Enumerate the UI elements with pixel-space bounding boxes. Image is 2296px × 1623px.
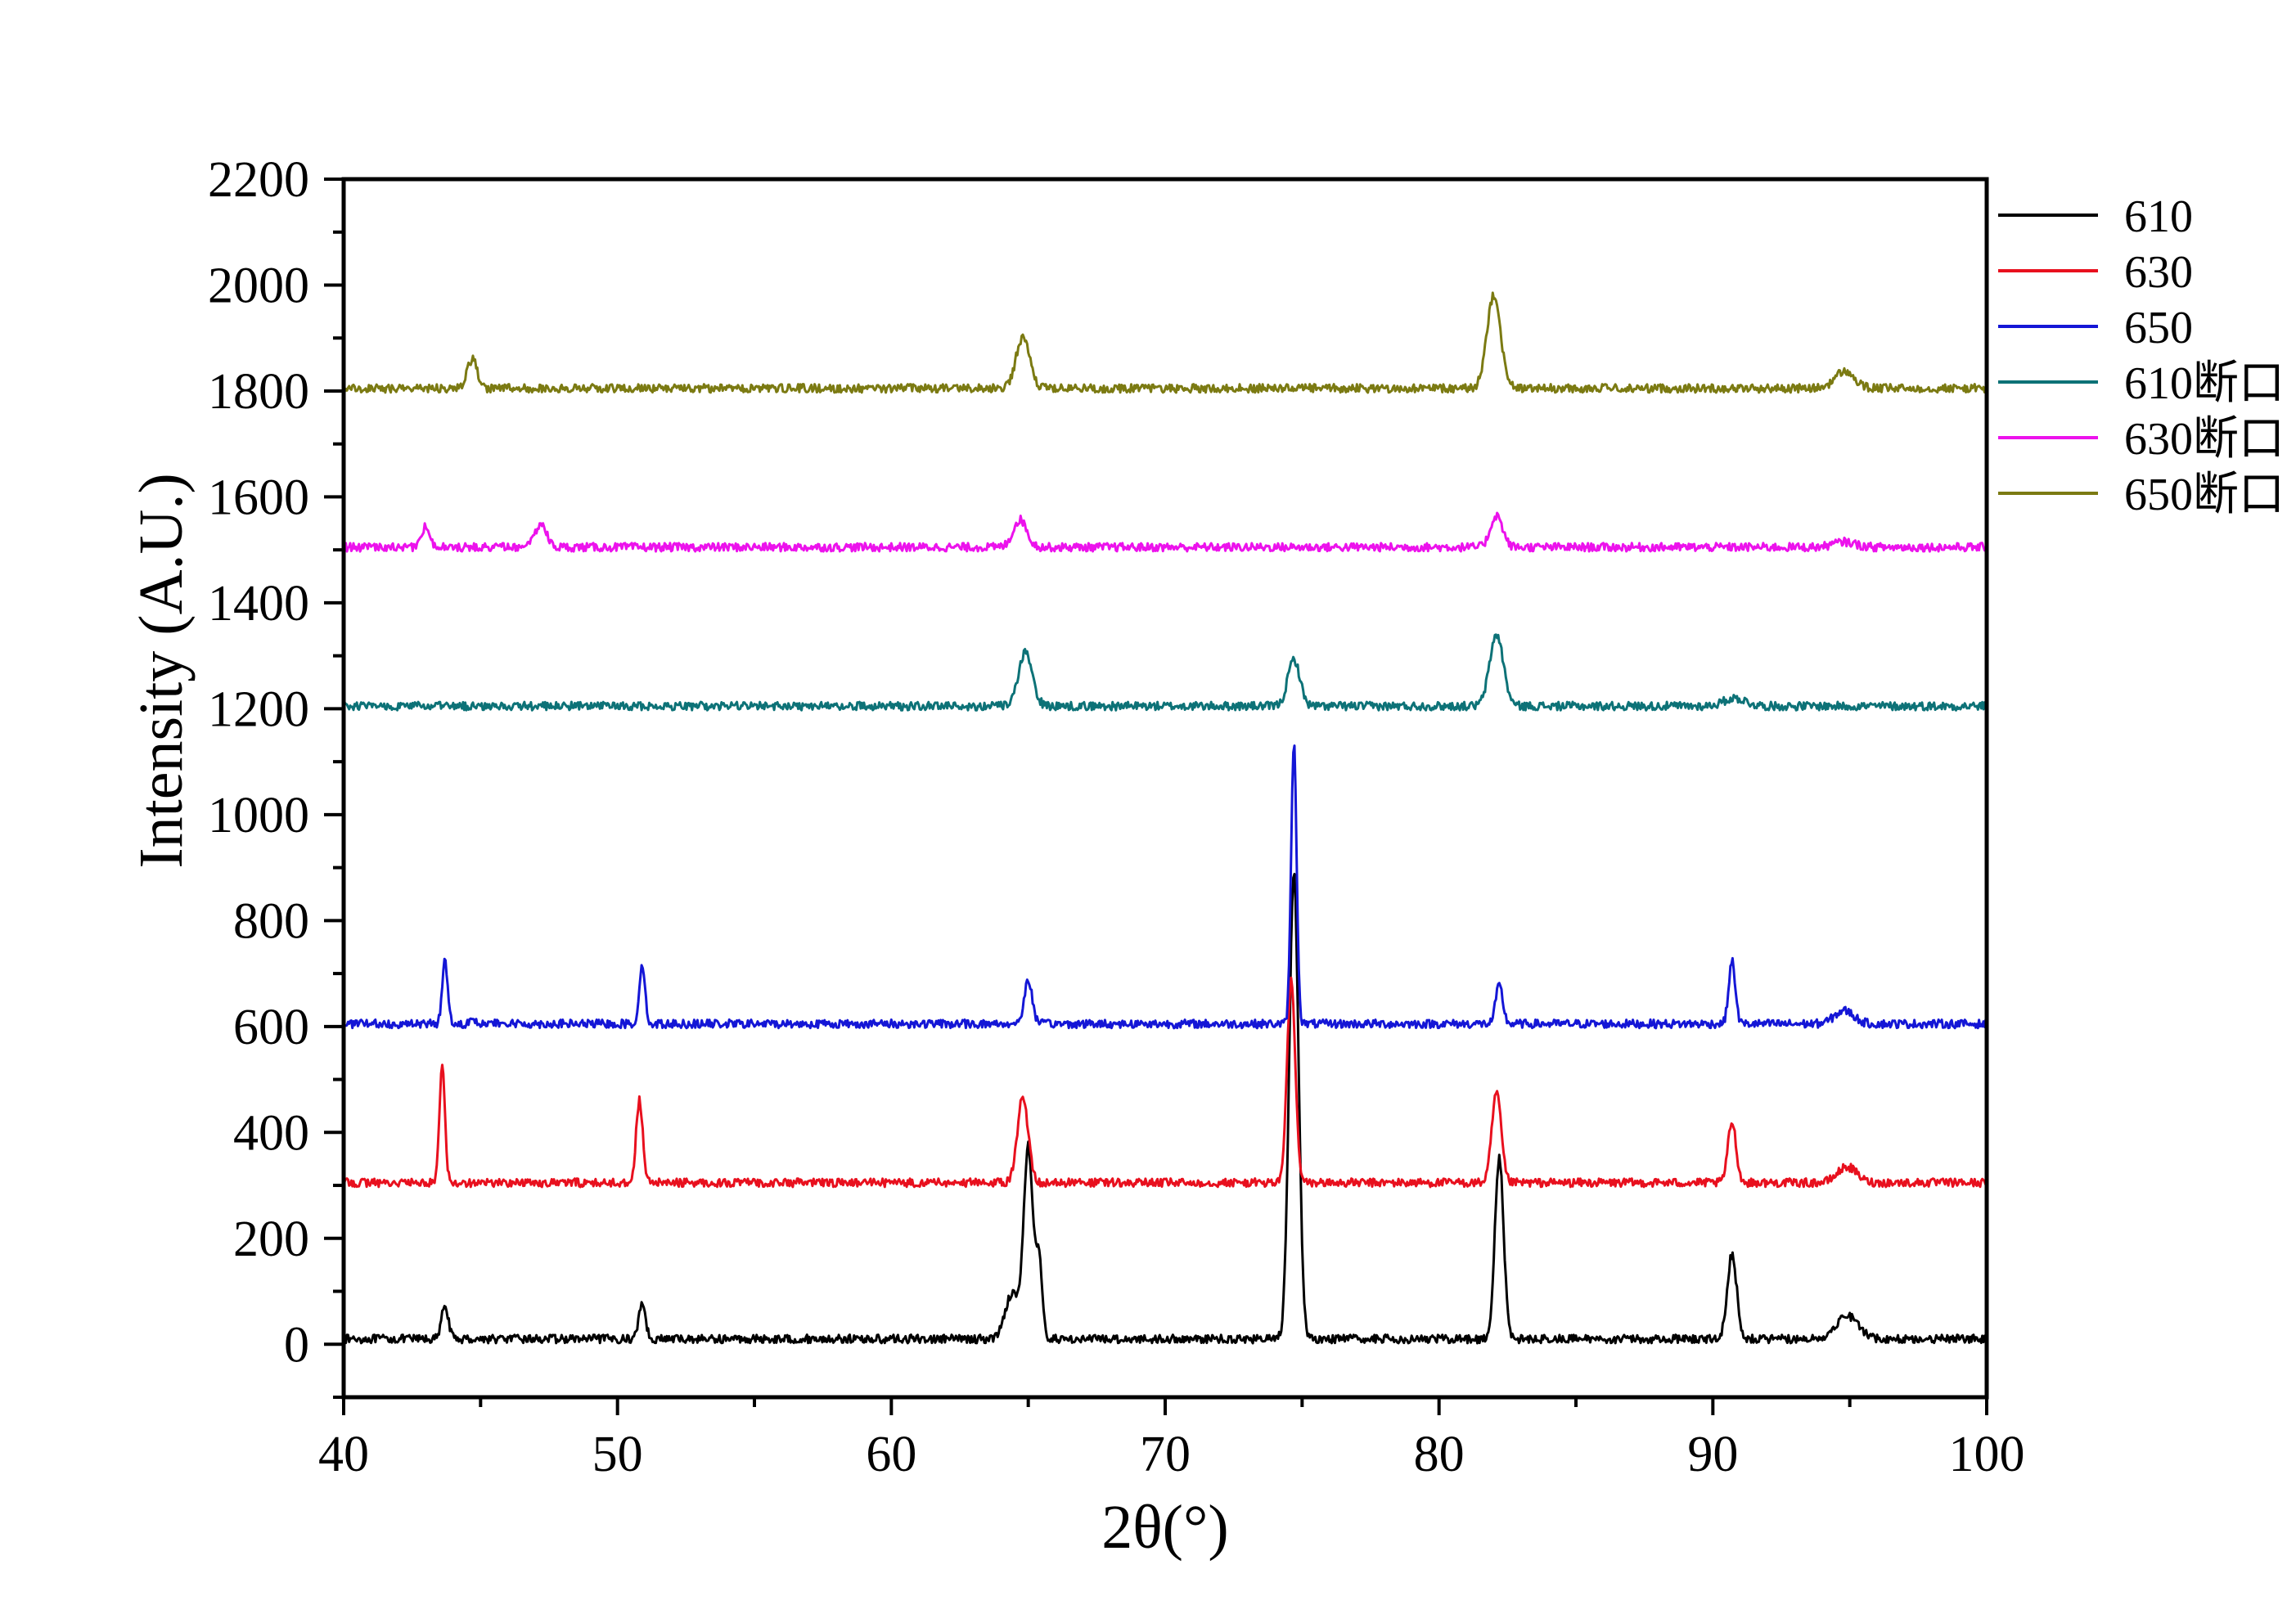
x-tick-label: 100 xyxy=(1949,1427,2025,1482)
y-tick-label: 1000 xyxy=(208,788,309,843)
y-tick-label: 200 xyxy=(233,1212,309,1267)
legend-label-1: 630 xyxy=(2124,247,2193,298)
y-tick-label: 1800 xyxy=(208,364,309,420)
y-tick-label: 1600 xyxy=(208,470,309,525)
y-tick-label: 1400 xyxy=(208,576,309,632)
legend-label-0: 610 xyxy=(2124,191,2193,242)
y-tick-label: 400 xyxy=(233,1105,309,1161)
x-tick-label: 60 xyxy=(866,1427,916,1482)
series-layer xyxy=(342,291,1988,1345)
legend-label-4: 630断口 xyxy=(2124,414,2285,465)
x-tick-label: 50 xyxy=(592,1427,643,1482)
y-tick-label: 1200 xyxy=(208,681,309,737)
x-axis: 40 50 60 70 80 90 100 xyxy=(318,1397,2025,1482)
legend-label-2: 650 xyxy=(2124,303,2193,353)
x-tick-label: 90 xyxy=(1687,1427,1738,1482)
y-axis: 0 200 400 600 800 1000 1200 1400 1600 1800 2000 220… xyxy=(208,152,344,1399)
legend-label-3: 610断口 xyxy=(2124,358,2285,409)
y-tick-label: 2200 xyxy=(208,152,309,208)
series-line-5 xyxy=(342,291,1988,394)
series-line-2 xyxy=(343,744,1988,1030)
y-tick-label: 0 xyxy=(284,1317,309,1373)
series-line-0 xyxy=(343,872,1988,1345)
x-tick-label: 70 xyxy=(1140,1427,1191,1482)
y-tick-label: 2000 xyxy=(208,258,309,313)
y-axis-title: Intensity (A.U.) xyxy=(127,473,196,868)
y-tick-label: 800 xyxy=(233,893,309,949)
y-tick-label: 600 xyxy=(233,1000,309,1055)
x-tick-label: 80 xyxy=(1414,1427,1465,1482)
series-line-4 xyxy=(342,511,1988,553)
legend-label-5: 650断口 xyxy=(2124,470,2285,520)
series-line-3 xyxy=(342,633,1988,712)
x-tick-label: 40 xyxy=(318,1427,369,1482)
x-axis-title: 2θ(°) xyxy=(1101,1493,1228,1562)
series-line-1 xyxy=(342,976,1988,1189)
